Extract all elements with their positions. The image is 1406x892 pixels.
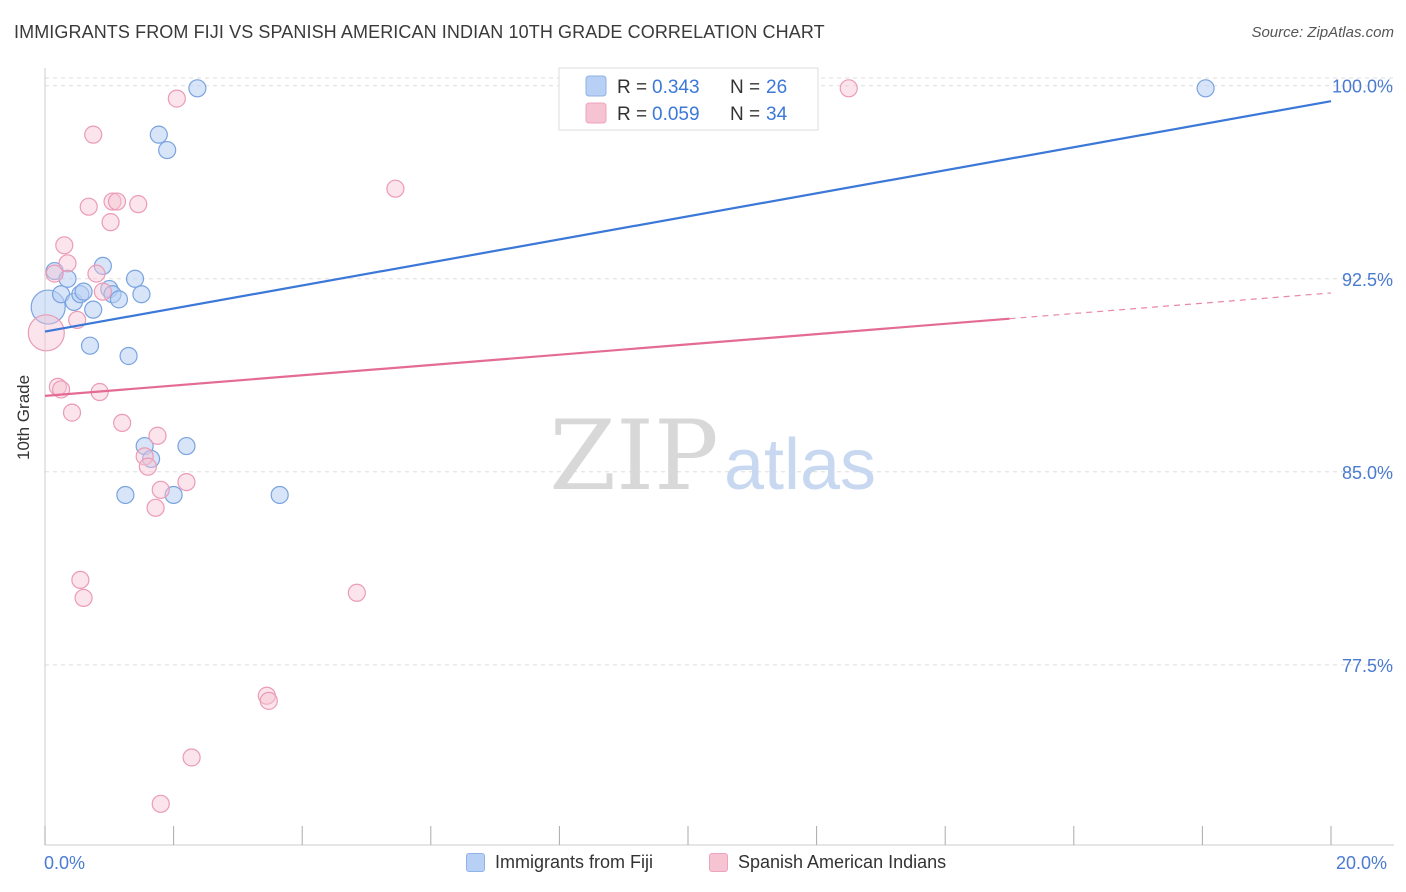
legend-label-fiji: Immigrants from Fiji (495, 852, 654, 872)
fiji-point (116, 485, 135, 505)
legend-swatch-sai-bottom (709, 853, 728, 872)
sai-point (386, 179, 405, 198)
fiji-point (132, 285, 151, 304)
sai-point (151, 480, 170, 499)
sai-point (71, 570, 90, 590)
y-tick-label: 92.5% (1342, 270, 1393, 290)
fiji-point (149, 125, 168, 144)
legend-n-value-fiji: 26 (766, 77, 787, 98)
data-points (27, 79, 1215, 813)
x-tick-label-min: 0.0% (44, 853, 86, 873)
legend-item-fiji: Immigrants from Fiji (466, 852, 653, 873)
fiji-point (188, 79, 207, 98)
legend-item-sai: Spanish American Indians (709, 852, 946, 873)
sai-point (167, 89, 186, 108)
source-note: Source: ZipAtlas.com (1251, 24, 1394, 41)
sai-point (45, 264, 64, 283)
legend-swatch-fiji (585, 75, 607, 97)
fiji-point (1196, 79, 1215, 98)
fiji-point (158, 140, 177, 160)
sai-point (74, 588, 93, 608)
sai-point (151, 794, 170, 813)
sai-point (146, 498, 165, 517)
legend-label-sai: Spanish American Indians (738, 852, 947, 872)
sai-point (107, 192, 127, 211)
fiji-trend-line (44, 100, 1332, 333)
y-tick-labels: 77.5% 85.0% 92.5% 100.0% (1332, 77, 1393, 676)
fiji-point (125, 269, 145, 288)
watermark: ZIP atlas (549, 400, 876, 512)
sai-point (259, 691, 278, 710)
fiji-point (270, 485, 289, 505)
sai-point (79, 197, 98, 216)
legend-swatch-fiji-bottom (466, 853, 485, 872)
watermark-zip: ZIP (549, 400, 718, 512)
sai-point (138, 457, 157, 476)
y-tick-label: 77.5% (1342, 656, 1393, 676)
fiji-point (80, 336, 100, 355)
gridlines (45, 77, 1394, 666)
trend-lines (44, 100, 1332, 397)
legend-n-label-sai: N = (730, 104, 760, 125)
sai-point (839, 79, 858, 98)
watermark-atlas: atlas (724, 425, 876, 505)
chart-title: IMMIGRANTS FROM FIJI VS SPANISH AMERICAN… (14, 22, 825, 42)
sai-point (103, 192, 122, 211)
sai-point (182, 748, 201, 767)
legend-r-value-fiji: 0.343 (652, 77, 700, 98)
legend-swatch-sai (585, 102, 607, 124)
sai-point (101, 213, 120, 232)
sai-point (113, 413, 132, 433)
fiji-point (177, 436, 196, 456)
legend-box: R = 0.343 N = 26 R = 0.059 N = 34 (558, 67, 819, 131)
axes (44, 68, 1394, 846)
sai-point (177, 472, 196, 492)
sai-trend-line (44, 317, 1010, 397)
sai-point (62, 403, 82, 422)
legend-r-value-sai: 0.059 (652, 104, 700, 125)
sai-point (84, 125, 103, 144)
sai-point (87, 264, 106, 283)
x-tick-label-max: 20.0% (1336, 853, 1388, 873)
sai-point (58, 254, 77, 273)
fiji-point (74, 282, 93, 301)
bottom-legend: Immigrants from Fiji Spanish American In… (0, 852, 1406, 878)
y-tick-label: 100.0% (1332, 77, 1393, 97)
legend-n-label-fiji: N = (730, 77, 760, 98)
fiji-point (84, 300, 103, 319)
fiji-point (109, 290, 129, 309)
sai-point (27, 314, 65, 352)
sai-trend-line-extension (1009, 292, 1332, 320)
sai-point (55, 236, 74, 255)
sai-point (148, 426, 167, 445)
sai-point (347, 583, 366, 602)
legend-r-label-sai: R = (617, 104, 647, 125)
fiji-point (119, 346, 138, 366)
sai-point (129, 195, 148, 214)
sai-point (135, 447, 154, 466)
sai-point (93, 282, 112, 301)
y-tick-label: 85.0% (1342, 463, 1393, 483)
legend-r-label-fiji: R = (617, 77, 647, 98)
legend-n-value-sai: 34 (766, 104, 788, 125)
